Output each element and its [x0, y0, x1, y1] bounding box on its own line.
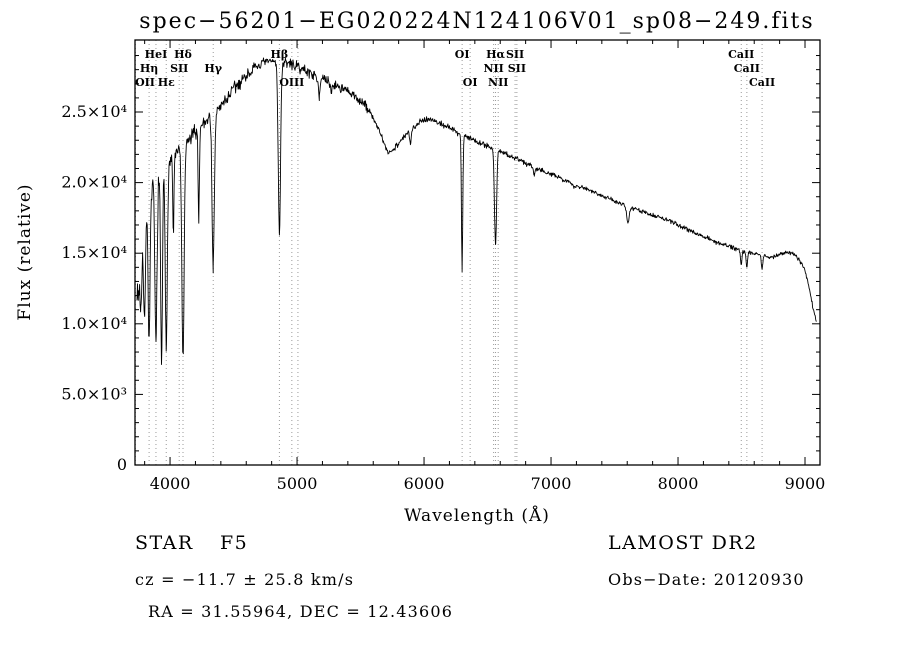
- obs-date: Obs−Date: 20120930: [608, 570, 805, 589]
- spectral-line-label: HeI: [145, 48, 168, 61]
- line-labels: OIIHηHeIHεSIIHδHγHβOIIIOIOINIIHαNIISIISI…: [135, 48, 775, 89]
- spectral-line-label: OI: [463, 76, 478, 89]
- object-class: STAR: [135, 532, 194, 554]
- x-tick-label: 9000: [785, 474, 826, 493]
- spectral-line-label: CaII: [728, 48, 754, 61]
- spectral-line-label: CaII: [749, 76, 775, 89]
- spectral-line-label: NII: [483, 62, 503, 75]
- y-tick-label: 0: [117, 455, 127, 474]
- spectral-line-label: Hα: [486, 48, 505, 61]
- x-tick-label: 7000: [531, 474, 572, 493]
- x-axis-label: Wavelength (Å): [404, 505, 550, 526]
- y-tick-label: 2.0×10⁴: [61, 173, 127, 192]
- spectral-line-label: Hε: [158, 76, 175, 89]
- plot-title: spec−56201−EG020224N124106V01_sp08−249.f…: [139, 9, 814, 34]
- axis-ticks: 4000 5000 6000 7000 8000 9000 0 5.0×10³ 1.0×10⁴ 1…: [61, 40, 825, 493]
- y-tick-label: 5.0×10³: [61, 384, 127, 403]
- x-tick-label: 6000: [404, 474, 445, 493]
- spectral-line-label: OIII: [279, 76, 304, 89]
- spectral-line-markers: [134, 40, 763, 465]
- x-tick-label: 5000: [277, 474, 318, 493]
- cz-value: cz = −11.7 ± 25.8 km/s: [135, 570, 354, 589]
- ra-dec: RA = 31.55964, DEC = 12.43606: [148, 602, 453, 621]
- spectral-line-label: Hγ: [204, 62, 222, 75]
- y-axis-label: Flux (relative): [15, 183, 35, 320]
- spectral-line-label: SII: [506, 48, 524, 61]
- spectral-line-label: SII: [170, 62, 188, 75]
- y-tick-label: 1.0×10⁴: [61, 314, 127, 333]
- spectral-line-label: NII: [488, 76, 508, 89]
- spectral-line-label: OII: [135, 76, 155, 89]
- y-tick-label: 2.5×10⁴: [61, 102, 127, 121]
- spectral-line-label: Hβ: [271, 48, 289, 61]
- x-tick-label: 8000: [658, 474, 699, 493]
- y-tick-label: 1.5×10⁴: [61, 243, 127, 262]
- plot-frame: [134, 39, 821, 466]
- object-subclass: F5: [220, 532, 248, 554]
- spectral-line-label: Hδ: [174, 48, 192, 61]
- spectral-line-label: OI: [455, 48, 470, 61]
- spectrum-line: [136, 57, 817, 365]
- survey-release: LAMOST DR2: [608, 532, 758, 554]
- spectral-line-label: CaII: [734, 62, 760, 75]
- spectral-line-label: Hη: [140, 62, 158, 75]
- spectral-line-label: SII: [508, 62, 526, 75]
- x-tick-label: 4000: [150, 474, 191, 493]
